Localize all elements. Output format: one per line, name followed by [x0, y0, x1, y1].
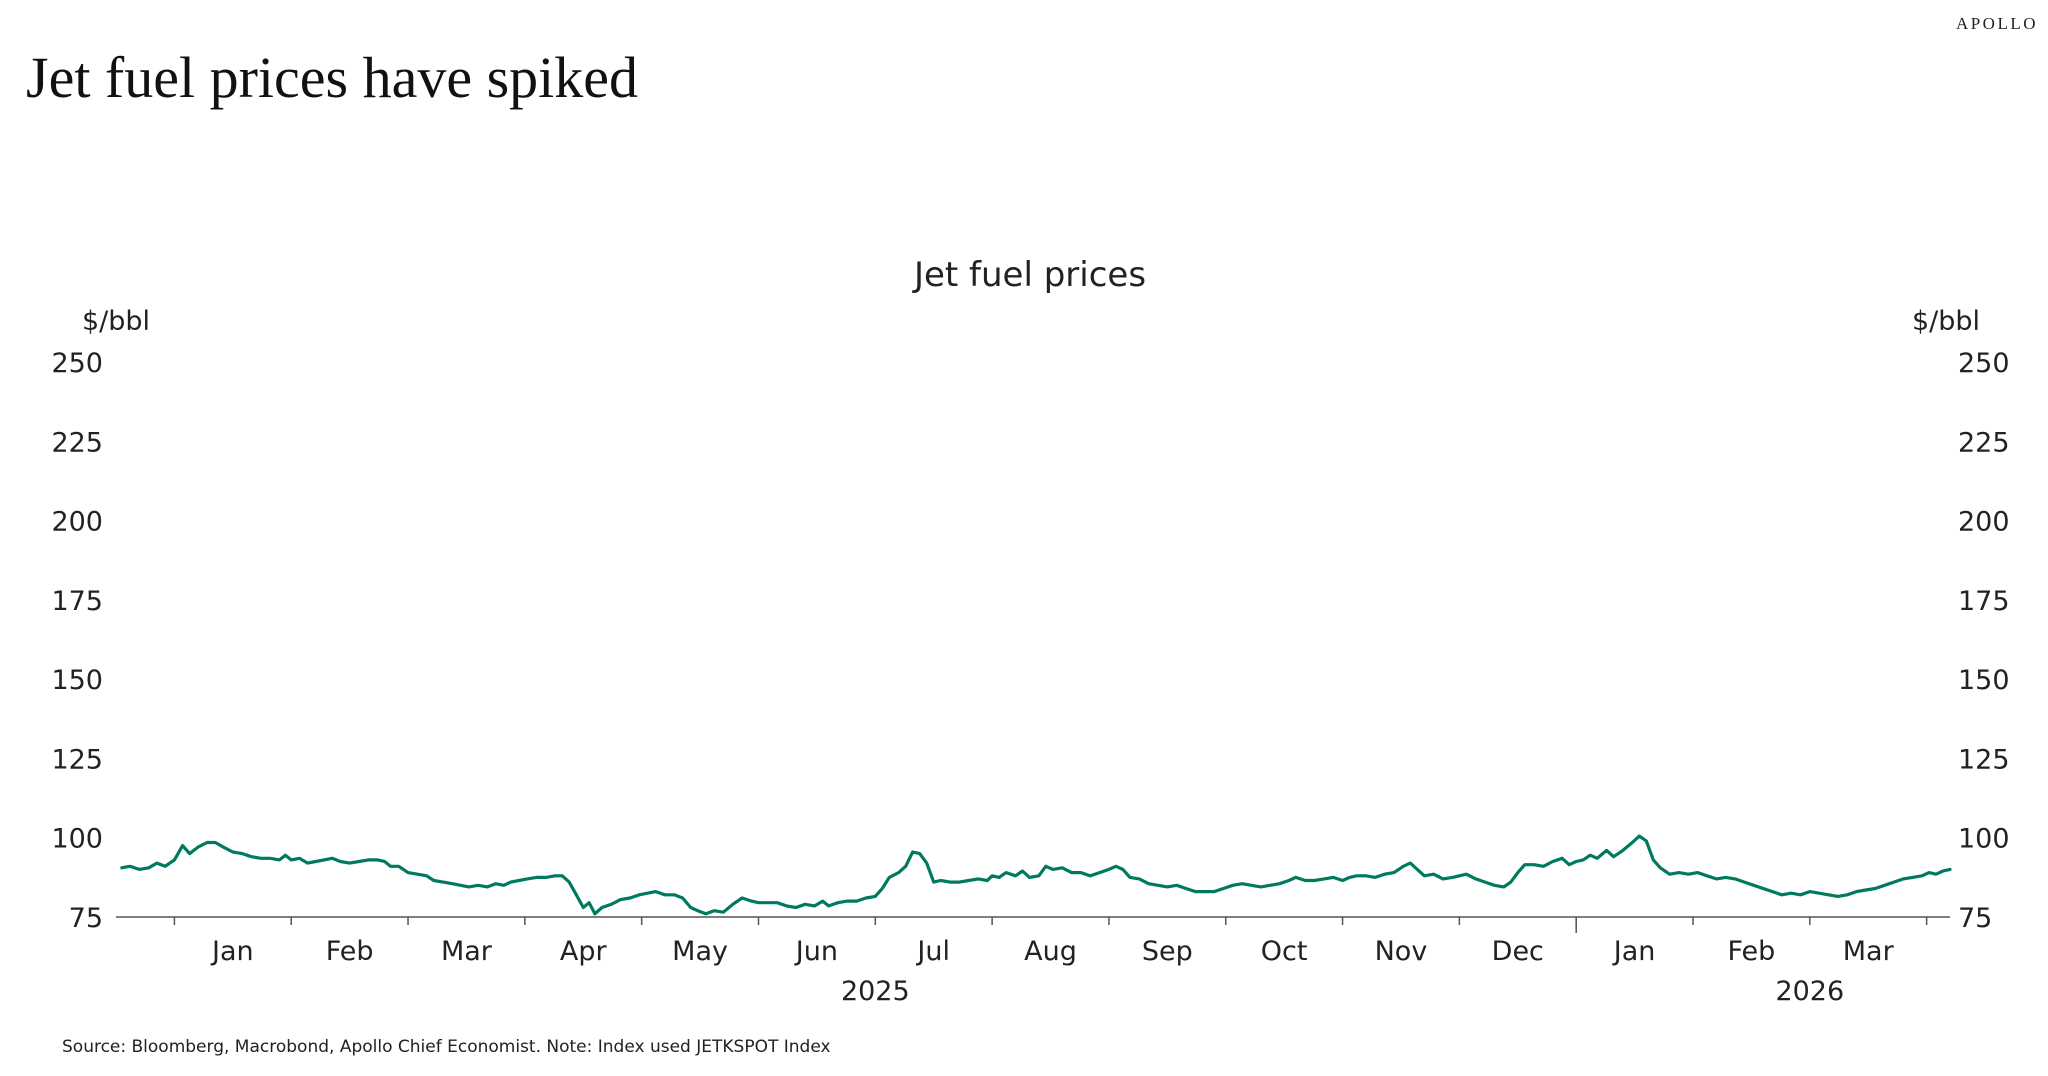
y-tick-label-right: 100: [1958, 824, 2010, 855]
month-label: Jul: [915, 936, 950, 967]
y-tick-label-right: 225: [1958, 427, 2010, 458]
month-label: Oct: [1261, 936, 1308, 967]
series-line-jet-fuel: [120, 834, 1952, 916]
year-label: 2026: [1775, 976, 1844, 1007]
month-label: Dec: [1492, 936, 1544, 967]
y-tick-label-right: 200: [1958, 507, 2010, 538]
x-ticks: [173, 917, 1928, 933]
month-label: Mar: [1843, 936, 1895, 967]
y-tick-label-left: 75: [69, 903, 103, 934]
y-tick-label-right: 175: [1958, 586, 2010, 617]
headline: Jet fuel prices have spiked: [26, 45, 639, 110]
month-label: Mar: [441, 936, 493, 967]
y-tick-label-left: 225: [51, 427, 103, 458]
y-tick-label-left: 250: [51, 348, 103, 379]
year-label: 2025: [841, 976, 910, 1007]
month-labels: Jan Feb Mar Apr May Jun Jul Aug Sep Oct Nov Dec Jan F…: [210, 936, 1895, 967]
month-label: Aug: [1024, 936, 1077, 967]
month-label: Feb: [326, 936, 374, 967]
y-tick-label-right: 125: [1958, 744, 2010, 775]
month-label: Nov: [1375, 936, 1428, 967]
y-ticks-left: 75 100 125 150 175 200 225 250: [51, 348, 103, 934]
y-tick-label-right: 75: [1958, 903, 1992, 934]
brand-logo: APOLLO: [1955, 14, 2038, 33]
month-label: Jan: [1612, 936, 1656, 967]
month-label: Feb: [1728, 936, 1776, 967]
y-tick-label-left: 200: [51, 507, 103, 538]
chart-title: Jet fuel prices: [912, 255, 1146, 295]
y-axis-label-left: $/bbl: [82, 306, 150, 337]
y-tick-label-left: 175: [51, 586, 103, 617]
source-note: Source: Bloomberg, Macrobond, Apollo Chi…: [62, 1037, 831, 1057]
y-tick-label-left: 150: [51, 665, 103, 696]
y-tick-label-left: 125: [51, 744, 103, 775]
month-label: May: [672, 936, 728, 967]
month-label: Jan: [210, 936, 254, 967]
month-label: Jun: [794, 936, 838, 967]
y-tick-label-right: 150: [1958, 665, 2010, 696]
month-label: Apr: [560, 936, 608, 967]
month-label: Sep: [1142, 936, 1193, 967]
y-axis-label-right: $/bbl: [1912, 306, 1980, 337]
y-ticks-right: 75 100 125 150 175 200 225 250: [1958, 348, 2010, 934]
y-tick-label-left: 100: [51, 824, 103, 855]
year-labels: 2025 2026: [841, 976, 1844, 1007]
y-tick-label-right: 250: [1958, 348, 2010, 379]
